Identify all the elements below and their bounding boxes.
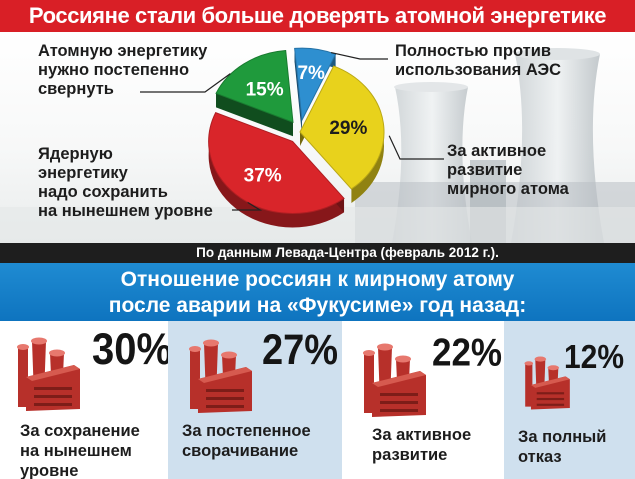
fukushima-columns: 30% За сохранение на нынешнем уровне 27%… [0, 321, 635, 479]
caption-line-1: За активное [372, 426, 472, 444]
pie-value-label: 15% [246, 79, 284, 100]
caption-line-2: развитие [372, 446, 448, 464]
label-against-line-1: Полностью против [395, 42, 551, 60]
column-caption: За постепенное сворачивание [182, 421, 311, 461]
label-keep-line-4: на нынешнем уровне [38, 202, 213, 220]
source-note: По данным Левада-Центра (февраль 2012 г.… [0, 243, 635, 263]
column-caption: За полный отказ [518, 427, 606, 467]
label-phaseout-line-3: свернуть [38, 80, 114, 98]
label-keep-line-1: Ядерную [38, 145, 113, 163]
pie-slices [208, 47, 385, 214]
pie-chart-section: 7% 29% 37% 15% Полностью против использован… [0, 32, 635, 243]
pie-value-labels: 7% 29% 37% 15% [244, 63, 368, 187]
label-against: Полностью против использования АЭС [395, 42, 561, 80]
label-keep-line-3: надо сохранить [38, 183, 168, 201]
caption-line-1: За постепенное [182, 422, 311, 440]
label-phaseout-line-2: нужно постепенно [38, 61, 190, 79]
factory-icon [17, 337, 80, 411]
pie-slice [294, 47, 337, 122]
label-keep: Ядерную энергетику надо сохранить на нын… [38, 145, 213, 221]
caption-line-2: отказ [518, 448, 562, 466]
column-caption: За сохранение на нынешнем уровне [20, 421, 140, 479]
subtitle-line-2: после аварии на «Фукусиме» год назад: [108, 294, 527, 317]
column-value: 22% [432, 331, 503, 375]
column-refuse: 12% За полный отказ [504, 321, 635, 479]
column-value: 27% [262, 327, 339, 375]
pie-slice-side [208, 112, 345, 228]
pie-slice [208, 111, 345, 214]
pie-value-label: 7% [297, 63, 325, 84]
pie-value-label: 29% [329, 118, 367, 139]
factory-icon [524, 356, 570, 410]
pie-value-label: 37% [244, 165, 282, 186]
column-keep: 30% За сохранение на нынешнем уровне [0, 321, 172, 479]
leader-line [330, 51, 388, 60]
caption-line-1: За полный [518, 428, 607, 446]
label-development-line-1: За активное [447, 142, 547, 160]
label-development-line-3: мирного атома [447, 180, 569, 198]
factory-icon [189, 339, 252, 413]
label-phaseout: Атомную энергетику нужно постепенно свер… [38, 42, 207, 99]
column-phaseout: 27% За постепенное сворачивание [168, 321, 342, 479]
caption-line-2: сворачивание [182, 442, 299, 460]
infographic-title: Россияне стали больше доверять атомной э… [0, 0, 635, 32]
pie-slice [215, 49, 294, 124]
leader-line [388, 135, 444, 160]
pie-chart: 7% 29% 37% 15% [140, 47, 444, 228]
caption-line-1: За сохранение [20, 422, 140, 440]
column-value: 12% [564, 339, 625, 376]
factory-icon [363, 343, 426, 417]
pie-leader-lines [140, 51, 444, 211]
label-phaseout-line-1: Атомную энергетику [38, 42, 208, 60]
subtitle-line-1: Отношение россиян к мирному атому [120, 268, 515, 291]
leader-line [140, 73, 231, 93]
column-development: 22% За активное развитие [342, 321, 504, 479]
label-development-line-2: развитие [447, 161, 523, 179]
pie-slice-cut [216, 93, 294, 137]
label-keep-line-2: энергетику [38, 164, 128, 182]
subtitle-banner: Отношение россиян к мирному атому после … [0, 263, 635, 321]
label-development: За активное развитие мирного атома [447, 142, 569, 199]
pie-slice [299, 65, 385, 190]
leader-line [232, 201, 263, 211]
caption-line-3: уровне [20, 462, 79, 479]
column-caption: За активное развитие [372, 425, 471, 465]
caption-line-2: на нынешнем [20, 442, 132, 460]
label-against-line-2: использования АЭС [395, 61, 562, 79]
column-value: 30% [92, 325, 173, 375]
